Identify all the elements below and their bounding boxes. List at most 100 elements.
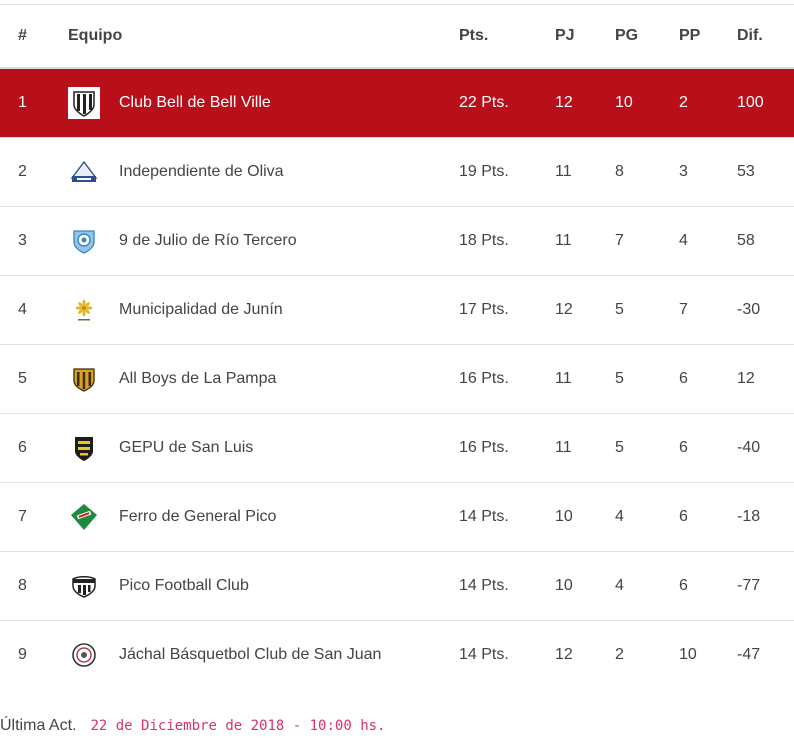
row-lost: 4	[679, 231, 688, 249]
row-team: All Boys de La Pampa	[68, 344, 459, 413]
bell-ville-crest-icon	[68, 86, 100, 119]
col-played-header[interactable]: PJ	[555, 4, 615, 69]
table-row[interactable]: 2 Independiente de Oliva 19 Pts. 11 8 3	[0, 137, 794, 206]
row-lost: 6	[679, 369, 688, 387]
row-won: 5	[615, 438, 624, 456]
row-won: 7	[615, 231, 624, 249]
row-played: 12	[555, 300, 573, 318]
row-diff: 53	[737, 162, 755, 180]
col-diff-header[interactable]: Dif.	[737, 4, 794, 69]
row-played: 11	[555, 438, 572, 456]
row-played: 11	[555, 231, 572, 249]
team-name-link[interactable]: Jáchal Básquetbol Club de San Juan	[119, 645, 382, 663]
row-points: 16 Pts.	[459, 369, 509, 387]
row-points: 22 Pts.	[459, 93, 509, 111]
row-won: 4	[615, 507, 624, 525]
all-boys-crest-icon	[68, 363, 100, 395]
pico-fc-crest-icon	[68, 570, 100, 602]
col-lost-header[interactable]: PP	[679, 4, 737, 69]
row-won: 4	[615, 576, 624, 594]
row-diff: -77	[737, 576, 761, 594]
row-rank: 6	[18, 438, 27, 456]
row-played: 10	[555, 576, 573, 594]
row-team: Ferro de General Pico	[68, 482, 459, 551]
row-points: 19 Pts.	[459, 162, 509, 180]
independiente-oliva-crest-icon	[68, 156, 100, 188]
row-rank: 7	[18, 507, 27, 525]
table-row-leader[interactable]: 1 Club Bell de Bell Ville 22	[0, 68, 794, 137]
standings-table: # Equipo Pts. PJ PG PP Dif. 1	[0, 4, 794, 689]
row-diff: -18	[737, 507, 761, 525]
row-lost: 3	[679, 162, 688, 180]
col-rank-header[interactable]: #	[0, 4, 68, 69]
table-row[interactable]: 3 9 de Julio de Río Tercero 18 Pts. 11 7	[0, 206, 794, 275]
row-points: 14 Pts.	[459, 645, 509, 663]
row-played: 10	[555, 507, 573, 525]
table-row[interactable]: 9 Jáchal Básquetbol Club de San Juan 14 …	[0, 620, 794, 689]
team-name-link[interactable]: All Boys de La Pampa	[119, 369, 277, 387]
row-diff: -47	[737, 645, 761, 663]
table-row[interactable]: 8 Pico Football Club 14 Pts.	[0, 551, 794, 620]
row-lost: 2	[679, 93, 688, 111]
row-rank: 5	[18, 369, 27, 387]
row-won: 8	[615, 162, 624, 180]
last-updated-date: 22 de Diciembre de 2018 - 10:00 hs.	[90, 718, 386, 734]
team-name-link[interactable]: 9 de Julio de Río Tercero	[119, 231, 297, 249]
row-rank: 3	[18, 231, 27, 249]
row-diff: 58	[737, 231, 755, 249]
team-name-link[interactable]: Ferro de General Pico	[119, 507, 277, 525]
row-played: 11	[555, 369, 572, 387]
last-updated-label: Última Act.	[0, 717, 77, 734]
team-name-link[interactable]: GEPU de San Luis	[119, 438, 254, 456]
table-row[interactable]: 4	[0, 275, 794, 344]
row-points: 14 Pts.	[459, 507, 509, 525]
ferro-crest-icon	[68, 501, 100, 533]
jachal-crest-icon	[68, 639, 100, 671]
row-team: Pico Football Club	[68, 551, 459, 620]
nueve-julio-crest-icon	[68, 225, 100, 257]
row-won: 5	[615, 369, 624, 387]
gepu-crest-icon	[68, 432, 100, 464]
col-won-header[interactable]: PG	[615, 4, 679, 69]
row-lost: 6	[679, 576, 688, 594]
row-played: 12	[555, 93, 573, 111]
row-points: 18 Pts.	[459, 231, 509, 249]
row-won: 2	[615, 645, 624, 663]
row-lost: 6	[679, 438, 688, 456]
row-team: Municipalidad de Junín	[68, 275, 459, 344]
team-name-link[interactable]: Independiente de Oliva	[119, 162, 284, 180]
team-name-link[interactable]: Municipalidad de Junín	[119, 300, 283, 318]
table-row[interactable]: 6 GEPU de San Luis 16 Pts. 11 5	[0, 413, 794, 482]
row-team: Jáchal Básquetbol Club de San Juan	[68, 620, 459, 689]
table-row[interactable]: 5 All Boys de La Pampa 16 Pts. 11	[0, 344, 794, 413]
row-played: 11	[555, 162, 572, 180]
team-name-link[interactable]: Club Bell de Bell Ville	[119, 93, 271, 111]
row-diff: -30	[737, 300, 761, 318]
row-points: 14 Pts.	[459, 576, 509, 594]
row-diff: 12	[737, 369, 755, 387]
col-team-header[interactable]: Equipo	[68, 4, 459, 69]
last-updated: Última Act. 22 de Diciembre de 2018 - 10:…	[0, 717, 385, 735]
row-lost: 7	[679, 300, 688, 318]
team-name-link[interactable]: Pico Football Club	[119, 576, 249, 594]
row-team: GEPU de San Luis	[68, 413, 459, 482]
row-rank: 2	[18, 162, 27, 180]
table-header-row: # Equipo Pts. PJ PG PP Dif.	[0, 4, 794, 69]
row-played: 12	[555, 645, 573, 663]
row-team: Club Bell de Bell Ville	[68, 68, 459, 137]
row-rank: 8	[18, 576, 27, 594]
row-points: 17 Pts.	[459, 300, 509, 318]
row-won: 5	[615, 300, 624, 318]
row-rank: 4	[18, 300, 27, 318]
row-diff: -40	[737, 438, 761, 456]
row-points: 16 Pts.	[459, 438, 509, 456]
row-team: Independiente de Oliva	[68, 137, 459, 206]
row-lost: 6	[679, 507, 688, 525]
row-team: 9 de Julio de Río Tercero	[68, 206, 459, 275]
row-rank: 9	[18, 645, 27, 663]
row-lost: 10	[679, 645, 697, 663]
table-row[interactable]: 7 Ferro de General Pico 14 Pts. 10 4 6	[0, 482, 794, 551]
col-points-header[interactable]: Pts.	[459, 4, 555, 69]
row-won: 10	[615, 93, 633, 111]
row-rank: 1	[18, 93, 27, 111]
